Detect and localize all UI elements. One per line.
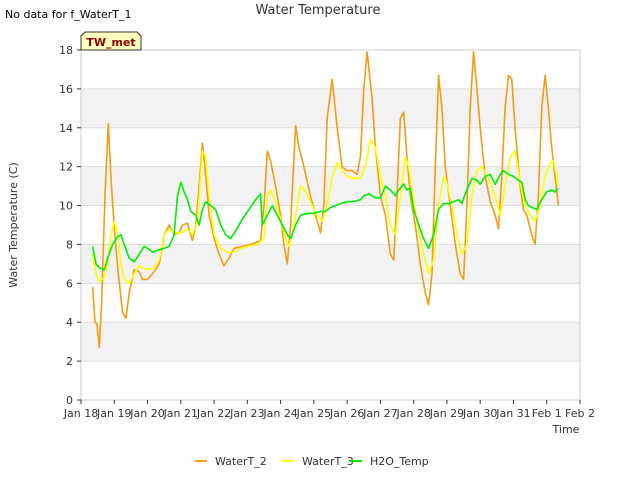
legend: WaterT_2 WaterT_3 H2O_Temp bbox=[195, 455, 429, 468]
x-tick-label-14: Feb 1 bbox=[532, 407, 562, 420]
y-tick-label-16: 16 bbox=[59, 83, 73, 96]
x-tick-label-1: Jan 19 bbox=[96, 407, 131, 420]
y-tick-label-6: 6 bbox=[66, 277, 73, 290]
x-tick-label-2: Jan 20 bbox=[129, 407, 164, 420]
station-badge: TW_met bbox=[80, 31, 142, 51]
x-tick-label-12: Jan 30 bbox=[462, 407, 497, 420]
y-tick-label-12: 12 bbox=[59, 161, 73, 174]
x-tick-label-13: Jan 31 bbox=[495, 407, 530, 420]
x-tick-label-4: Jan 22 bbox=[196, 407, 231, 420]
y-tick-label-14: 14 bbox=[59, 122, 73, 135]
series-line-H2O_Temp bbox=[91, 169, 559, 271]
y-tick-label-18: 18 bbox=[59, 44, 73, 57]
y-axis-label: Water Temperature (C) bbox=[7, 162, 20, 287]
x-tick-label-0: Jan 18 bbox=[63, 407, 98, 420]
x-tick-label-9: Jan 27 bbox=[362, 407, 397, 420]
y-tick-label-2: 2 bbox=[66, 355, 73, 368]
plot-frame bbox=[80, 49, 581, 401]
band-6 bbox=[81, 244, 580, 284]
y-tick-label-0: 0 bbox=[66, 394, 73, 407]
x-tick-label-10: Jan 28 bbox=[395, 407, 430, 420]
legend-label-WaterT_2: WaterT_2 bbox=[215, 455, 267, 468]
x-tick-label-11: Jan 29 bbox=[429, 407, 464, 420]
x-tick-label-8: Jan 26 bbox=[329, 407, 364, 420]
chart-title: Water Temperature bbox=[256, 3, 381, 18]
x-tick-label-3: Jan 21 bbox=[163, 407, 198, 420]
station-label: TW_met bbox=[86, 36, 135, 49]
x-tick-label-5: Jan 23 bbox=[229, 407, 264, 420]
x-tick-label-15: Feb 2 bbox=[565, 407, 595, 420]
legend-label-H2O_Temp: H2O_Temp bbox=[370, 455, 429, 468]
y-tick-label-10: 10 bbox=[59, 200, 73, 213]
no-data-note: No data for f_WaterT_1 bbox=[5, 8, 132, 21]
legend-label-WaterT_3: WaterT_3 bbox=[302, 455, 354, 468]
background-bands bbox=[81, 88, 580, 362]
x-tick-label-7: Jan 25 bbox=[296, 407, 331, 420]
band-2 bbox=[81, 322, 580, 362]
y-tick-label-8: 8 bbox=[66, 238, 73, 251]
series-lines bbox=[91, 51, 560, 349]
x-axis-label: Time bbox=[552, 423, 580, 436]
x-tick-label-6: Jan 24 bbox=[262, 407, 297, 420]
y-tick-label-4: 4 bbox=[66, 316, 73, 329]
y-axis-ticks: 0 2 4 6 8 10 12 14 16 18 bbox=[59, 44, 81, 407]
